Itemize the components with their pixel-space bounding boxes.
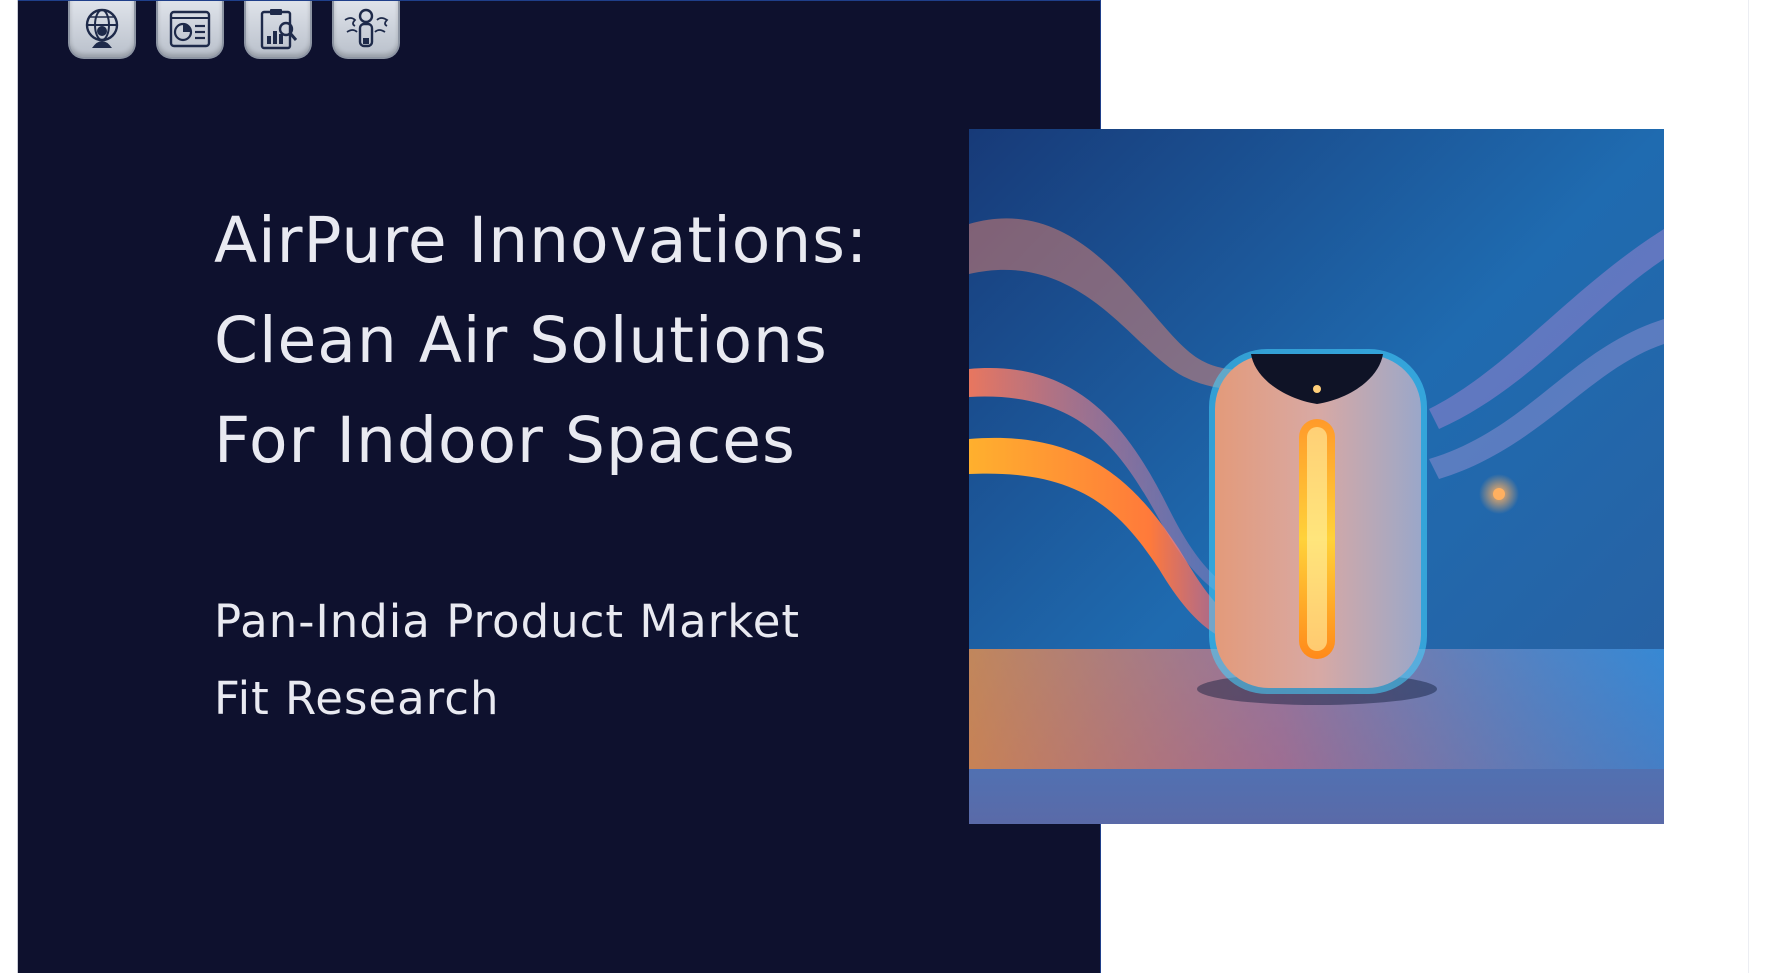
air-purifier-illustration: [969, 129, 1664, 824]
title-panel: AirPure Innovations: Clean Air Solutions…: [18, 0, 1101, 973]
subtitle-line-2: Fit Research: [214, 672, 500, 725]
title-line-2: Clean Air Solutions: [214, 304, 828, 377]
slide-title: AirPure Innovations: Clean Air Solutions…: [214, 191, 934, 491]
subtitle-line-1: Pan-India Product Market: [214, 595, 801, 648]
clipboard-chart-search-icon[interactable]: [244, 1, 312, 59]
globe-person-icon-graphic: [85, 8, 119, 48]
chart-list-icon-graphic: [169, 10, 211, 48]
person-airflow-icon[interactable]: [332, 1, 400, 59]
icon-toolbar: [68, 1, 400, 59]
clipboard-chart-search-icon-graphic: [260, 9, 298, 50]
air-purifier-product-image: [969, 129, 1664, 824]
slide-border-left: [17, 0, 18, 973]
slide-subtitle: Pan-India Product Market Fit Research: [214, 583, 934, 737]
slide-border-right: [1748, 0, 1749, 973]
person-airflow-icon-graphic: [344, 8, 389, 48]
title-line-3: For Indoor Spaces: [214, 404, 796, 477]
chart-list-icon[interactable]: [156, 1, 224, 59]
title-line-1: AirPure Innovations:: [214, 204, 869, 277]
globe-person-icon[interactable]: [68, 1, 136, 59]
